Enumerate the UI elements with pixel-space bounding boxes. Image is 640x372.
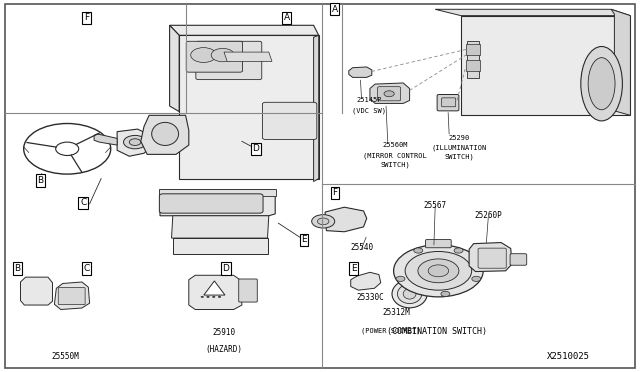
Circle shape: [211, 48, 234, 62]
Polygon shape: [204, 281, 225, 295]
FancyBboxPatch shape: [466, 60, 480, 71]
Circle shape: [201, 296, 204, 298]
Text: X2510025: X2510025: [547, 352, 590, 361]
Polygon shape: [179, 35, 319, 179]
FancyBboxPatch shape: [467, 41, 479, 78]
Polygon shape: [325, 207, 367, 232]
FancyBboxPatch shape: [186, 41, 243, 72]
Polygon shape: [351, 272, 381, 290]
Polygon shape: [170, 25, 319, 35]
FancyBboxPatch shape: [437, 94, 459, 111]
FancyBboxPatch shape: [262, 102, 317, 140]
Polygon shape: [160, 190, 275, 216]
FancyBboxPatch shape: [58, 288, 85, 305]
Ellipse shape: [403, 289, 416, 299]
Circle shape: [317, 218, 329, 225]
FancyBboxPatch shape: [159, 194, 263, 213]
Polygon shape: [435, 9, 630, 16]
Polygon shape: [170, 25, 179, 112]
Text: F: F: [84, 13, 89, 22]
Text: 25312M: 25312M: [383, 308, 411, 317]
Text: 25567: 25567: [424, 201, 447, 210]
Circle shape: [129, 139, 141, 145]
Text: SWITCH): SWITCH): [380, 161, 410, 168]
Ellipse shape: [581, 46, 622, 121]
Ellipse shape: [152, 122, 179, 145]
Text: 25540: 25540: [350, 243, 373, 252]
Circle shape: [312, 215, 335, 228]
FancyBboxPatch shape: [159, 189, 276, 196]
Text: (HAZARD): (HAZARD): [205, 345, 243, 354]
Ellipse shape: [588, 58, 615, 110]
Text: 25330C: 25330C: [356, 293, 384, 302]
Circle shape: [472, 276, 481, 282]
Polygon shape: [349, 67, 372, 77]
FancyBboxPatch shape: [426, 240, 451, 248]
Circle shape: [207, 296, 209, 298]
Circle shape: [405, 251, 472, 290]
Text: (VDC SW): (VDC SW): [352, 108, 387, 114]
Text: (COMBINATION SWITCH): (COMBINATION SWITCH): [387, 327, 487, 336]
Text: 25290: 25290: [449, 135, 470, 141]
Text: (MIRROR CONTROL: (MIRROR CONTROL: [363, 152, 427, 159]
Polygon shape: [370, 83, 410, 103]
Circle shape: [394, 245, 483, 297]
Circle shape: [212, 296, 215, 298]
Circle shape: [441, 291, 450, 296]
FancyBboxPatch shape: [173, 238, 268, 254]
Polygon shape: [461, 16, 630, 115]
Circle shape: [418, 259, 459, 283]
Text: 25260P: 25260P: [474, 211, 502, 220]
FancyBboxPatch shape: [5, 4, 635, 368]
Circle shape: [428, 265, 449, 277]
Text: C: C: [80, 198, 86, 207]
Text: 25145P: 25145P: [356, 97, 382, 103]
Circle shape: [396, 276, 405, 282]
Circle shape: [56, 142, 79, 155]
Text: A: A: [284, 13, 290, 22]
Text: D: D: [223, 264, 229, 273]
Polygon shape: [20, 277, 52, 305]
Text: C: C: [83, 264, 90, 273]
Text: D: D: [253, 144, 259, 153]
Polygon shape: [141, 115, 189, 154]
Ellipse shape: [397, 284, 422, 304]
Text: SWITCH): SWITCH): [445, 154, 474, 160]
Circle shape: [124, 135, 147, 149]
Polygon shape: [224, 52, 272, 61]
Polygon shape: [117, 129, 152, 156]
Text: (POWER SOCKET): (POWER SOCKET): [361, 327, 420, 334]
Text: 25910: 25910: [212, 328, 236, 337]
Polygon shape: [189, 275, 242, 310]
Text: B: B: [37, 176, 44, 185]
Circle shape: [384, 91, 394, 97]
Circle shape: [191, 48, 216, 62]
Polygon shape: [314, 35, 319, 182]
FancyBboxPatch shape: [378, 87, 401, 101]
Ellipse shape: [392, 280, 428, 308]
Text: A: A: [332, 5, 338, 14]
Text: E: E: [301, 235, 307, 244]
FancyBboxPatch shape: [239, 279, 257, 302]
Circle shape: [218, 296, 221, 298]
Polygon shape: [611, 9, 630, 115]
Circle shape: [454, 248, 463, 253]
Text: F: F: [332, 188, 337, 197]
FancyBboxPatch shape: [510, 254, 527, 265]
Polygon shape: [94, 134, 117, 145]
Text: B: B: [14, 264, 20, 273]
Circle shape: [414, 248, 423, 253]
FancyBboxPatch shape: [442, 98, 456, 107]
Polygon shape: [469, 243, 512, 272]
Polygon shape: [54, 282, 90, 310]
Text: 25550M: 25550M: [51, 352, 79, 361]
FancyBboxPatch shape: [196, 41, 262, 80]
Text: (ILLUMINATION: (ILLUMINATION: [432, 145, 487, 151]
FancyBboxPatch shape: [478, 248, 506, 268]
FancyBboxPatch shape: [466, 44, 480, 55]
Text: 25560M: 25560M: [382, 142, 408, 148]
Text: E: E: [351, 264, 356, 273]
Polygon shape: [172, 216, 269, 238]
